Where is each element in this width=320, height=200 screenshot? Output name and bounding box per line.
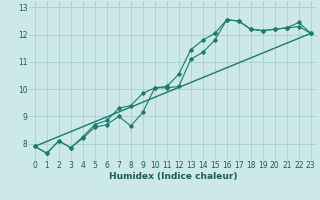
X-axis label: Humidex (Indice chaleur): Humidex (Indice chaleur) xyxy=(108,172,237,181)
